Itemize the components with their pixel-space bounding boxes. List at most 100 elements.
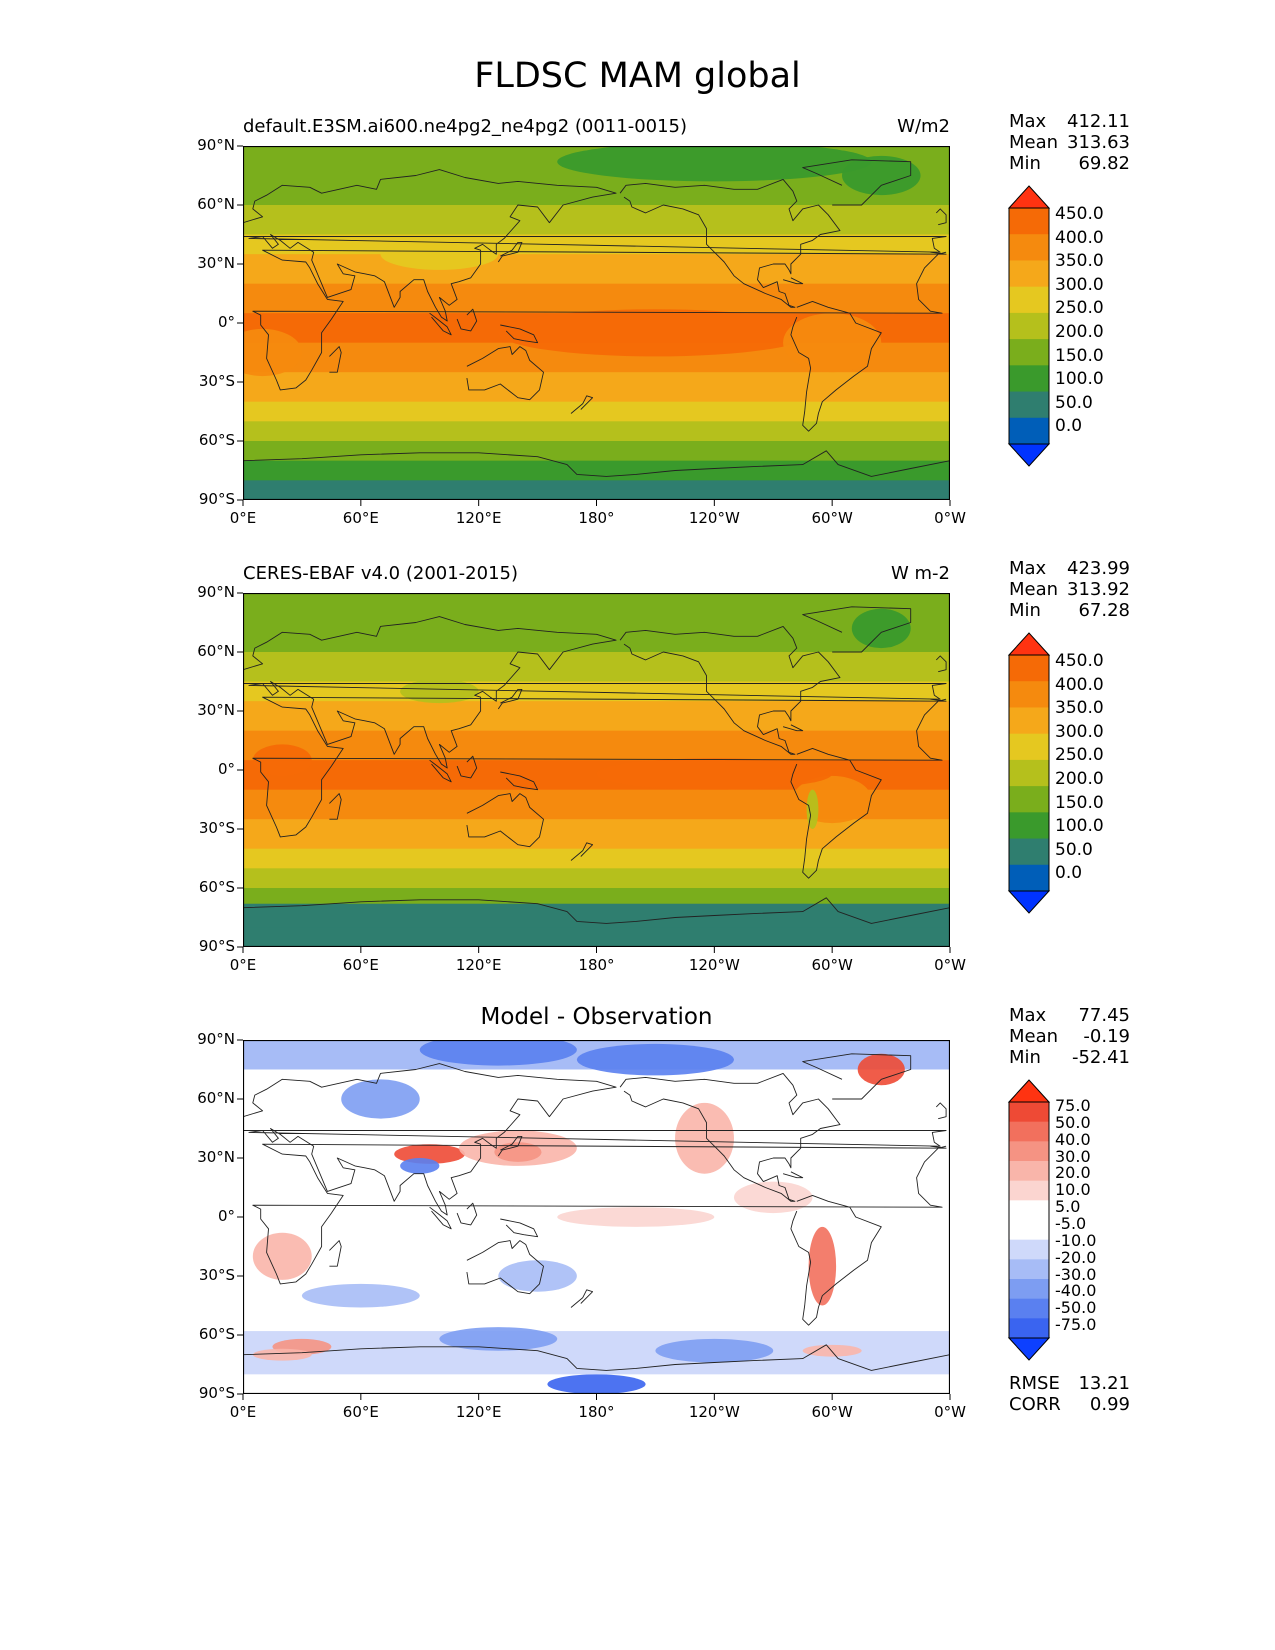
colorbar-tick-label: 300.0	[1055, 721, 1104, 742]
colorbar-frame	[1008, 207, 1050, 445]
x-tick-label: 0°W	[934, 956, 966, 974]
colorbar-segment	[1009, 733, 1049, 761]
colorbar-segment	[1009, 312, 1049, 340]
field-region	[419, 1040, 577, 1066]
stat-label-max: Max	[1009, 1005, 1047, 1026]
field-region	[557, 146, 872, 182]
coastline	[619, 625, 841, 755]
coastline	[243, 1344, 950, 1371]
field-region	[400, 679, 479, 704]
figure-title: FLDSC MAM global	[474, 56, 801, 96]
y-tick-label: 0°	[217, 1207, 235, 1225]
colorbar-tick-label: 350.0	[1055, 251, 1104, 272]
colorbar-frame	[1008, 1101, 1050, 1339]
field-band	[243, 254, 950, 285]
map-frame	[243, 593, 950, 947]
colorbar-tick-label: 400.0	[1055, 674, 1104, 695]
field-region	[301, 1283, 420, 1308]
x-tick-label: 0°W	[934, 1403, 966, 1421]
y-tick-label: 30°S	[198, 819, 235, 837]
coastline	[466, 1240, 544, 1295]
coastline	[466, 793, 544, 848]
colorbar-extend-min	[1007, 1337, 1051, 1361]
y-tick-label: 30°N	[197, 254, 235, 272]
y-tick-label: 30°S	[198, 1266, 235, 1284]
metric-value-corr: 0.99	[1089, 1394, 1130, 1415]
colorbar-tick-label: 0.0	[1055, 416, 1083, 437]
colorbar-segment	[1009, 1180, 1049, 1201]
field-band	[243, 848, 950, 869]
stat-label-min: Min	[1009, 153, 1041, 174]
y-tick-label: 90°N	[197, 1030, 235, 1048]
colorbar-segment	[1009, 1259, 1049, 1280]
colorbar-extend-max	[1007, 185, 1051, 209]
coastline	[782, 1171, 804, 1179]
stat-value-max: 423.99	[1067, 558, 1130, 579]
colorbar-segment	[1009, 1121, 1049, 1142]
field-band	[243, 927, 950, 947]
colorbar-extend-min	[1007, 443, 1051, 467]
coastline	[782, 724, 804, 732]
field-region	[808, 1226, 837, 1306]
stat-label-min: Min	[1009, 600, 1041, 621]
y-tick-label: 60°N	[197, 1089, 235, 1107]
colorbar-segment	[1009, 339, 1049, 366]
colorbar-segment	[1009, 234, 1049, 261]
stat-value-max: 77.45	[1078, 1005, 1130, 1026]
field-region	[380, 238, 499, 270]
colorbar-frame	[1008, 654, 1050, 892]
colorbar-segment	[1009, 391, 1049, 419]
colorbar-tick-label: -20.0	[1055, 1247, 1097, 1267]
coastline	[497, 1135, 523, 1157]
field-band	[243, 480, 950, 500]
x-tick-label: 180°	[578, 956, 615, 974]
colorbar-segment	[1009, 1318, 1049, 1339]
colorbar-tick-label: 250.0	[1055, 745, 1104, 766]
stat-value-mean: -0.19	[1083, 1026, 1130, 1047]
coastline	[935, 655, 947, 673]
field-region	[576, 1043, 734, 1076]
y-tick-label: 90°S	[198, 490, 235, 508]
x-tick-label: 120°E	[455, 1403, 502, 1421]
field-region	[547, 1374, 646, 1394]
colorbar-tick-label: 100.0	[1055, 369, 1104, 390]
colorbar-tick-label: 75.0	[1055, 1096, 1091, 1115]
coastline	[570, 842, 594, 861]
stat-label-max: Max	[1009, 558, 1047, 579]
x-tick-label: 120°E	[455, 509, 502, 527]
colorbar-segment	[1009, 1298, 1049, 1319]
y-tick-label: 90°N	[197, 136, 235, 154]
coastline	[243, 897, 950, 924]
field-region	[243, 146, 361, 178]
coastline	[243, 450, 950, 477]
x-tick-label: 120°W	[688, 509, 740, 527]
metric-label-rmse: RMSE	[1009, 1373, 1060, 1394]
stat-value-min: 69.82	[1078, 153, 1130, 174]
field-region	[596, 758, 833, 790]
y-tick-label: 60°S	[198, 431, 235, 449]
coastline	[790, 300, 882, 432]
colorbar-tick-label: 40.0	[1055, 1129, 1091, 1149]
y-tick-label: 30°N	[197, 701, 235, 719]
coastline	[456, 1202, 478, 1226]
map-frame	[243, 146, 950, 500]
panel-title-left: CERES-EBAF v4.0 (2001-2015)	[243, 563, 519, 584]
coastline	[429, 312, 452, 336]
coastline	[429, 759, 452, 783]
field-region	[841, 155, 921, 196]
field-band	[243, 903, 950, 928]
map-obs	[243, 593, 950, 947]
field-band	[243, 868, 950, 889]
field-region	[252, 744, 312, 776]
coastline	[935, 208, 947, 226]
colorbar-tick-label: 20.0	[1055, 1163, 1091, 1183]
coastline	[935, 1102, 947, 1120]
field-region	[675, 1102, 734, 1174]
x-tick-label: 60°E	[342, 1403, 379, 1421]
coastline	[500, 771, 539, 791]
y-tick-label: 60°N	[197, 195, 235, 213]
y-tick-label: 0°	[217, 313, 235, 331]
colorbar-tick-label: 150.0	[1055, 792, 1104, 813]
colorbar-tick-label: 200.0	[1055, 322, 1104, 342]
colorbar-segment	[1009, 1220, 1049, 1241]
